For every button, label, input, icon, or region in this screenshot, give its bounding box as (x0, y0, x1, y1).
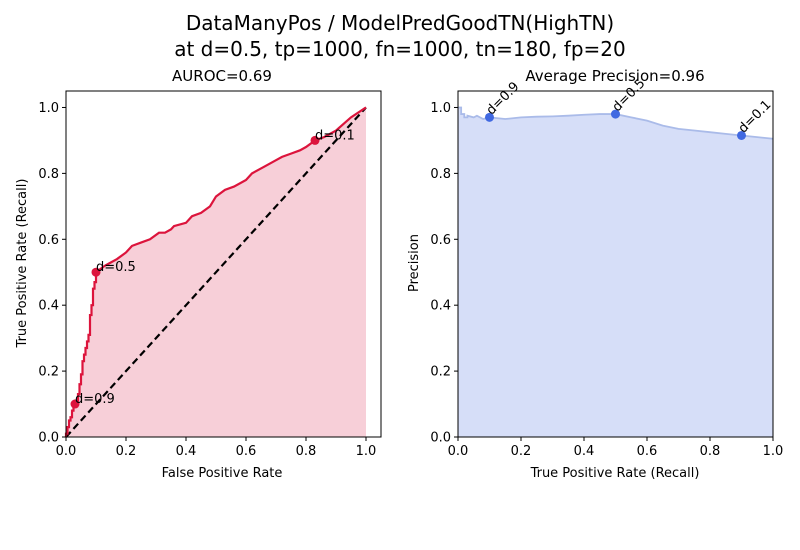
roc-threshold-label: d=0.5 (96, 260, 136, 275)
roc-title: AUROC=0.69 (172, 67, 272, 85)
roc-threshold-point (70, 399, 80, 409)
roc-ylabel: True Positive Rate (Recall) (15, 179, 30, 349)
pr-ytick-label: 0.0 (430, 431, 451, 446)
pr-xtick-label: 0.2 (511, 444, 532, 459)
pr-xlabel: True Positive Rate (Recall) (530, 466, 700, 481)
pr-ylabel: Precision (407, 234, 422, 292)
roc-panel: AUROC=0.69 False Positive Rate True Posi… (15, 67, 382, 481)
roc-ytick-label: 1.0 (38, 101, 59, 116)
roc-threshold-point (310, 135, 320, 145)
pr-threshold-point (485, 112, 494, 122)
figure-title-line1: DataManyPos / ModelPredGoodTN(HighTN) (186, 11, 614, 35)
pr-panel: Average Precision=0.96 True Positive Rat… (407, 67, 783, 481)
roc-ytick-label: 0.2 (38, 365, 59, 380)
roc-xtick-label: 1.0 (356, 444, 377, 459)
pr-ytick-label: 0.6 (430, 233, 451, 248)
pr-ytick-label: 0.4 (430, 299, 451, 314)
roc-xtick-label: 0.0 (56, 444, 77, 459)
roc-xlabel: False Positive Rate (162, 466, 283, 481)
pr-xtick-label: 0.8 (700, 444, 721, 459)
roc-xtick-label: 0.8 (296, 444, 317, 459)
roc-ytick-label: 0.8 (38, 167, 59, 182)
roc-diagonal-line (65, 106, 367, 438)
pr-threshold-label: d=0.1 (736, 98, 775, 137)
pr-ytick-label: 0.8 (430, 167, 451, 182)
roc-xtick-label: 0.2 (116, 444, 137, 459)
roc-xtick-label: 0.4 (176, 444, 197, 459)
roc-threshold-point (91, 267, 101, 277)
pr-xtick-label: 0.4 (574, 444, 595, 459)
pr-xtick-label: 1.0 (763, 444, 784, 459)
pr-xtick-label: 0.6 (637, 444, 658, 459)
pr-threshold-point (737, 130, 746, 140)
roc-ytick-label: 0.4 (38, 299, 59, 314)
pr-title: Average Precision=0.96 (525, 67, 704, 85)
roc-ytick-label: 0.6 (38, 233, 59, 248)
pr-threshold-point (611, 109, 620, 119)
pr-area-fill (458, 107, 773, 437)
pr-ytick-label: 0.2 (430, 365, 451, 380)
pr-curve-line (458, 106, 774, 140)
roc-axes-frame (65, 90, 382, 438)
pr-xtick-label: 0.0 (448, 444, 469, 459)
roc-threshold-label: d=0.9 (75, 392, 115, 407)
pr-axes-frame (457, 90, 774, 438)
roc-xtick-label: 0.6 (236, 444, 257, 459)
pr-threshold-label: d=0.9 (484, 79, 523, 118)
figure-title-line2: at d=0.5, tp=1000, fn=1000, tn=180, fp=2… (174, 37, 626, 61)
roc-ytick-label: 0.0 (38, 431, 59, 446)
pr-ytick-label: 1.0 (430, 101, 451, 116)
roc-threshold-label: d=0.1 (315, 128, 355, 143)
